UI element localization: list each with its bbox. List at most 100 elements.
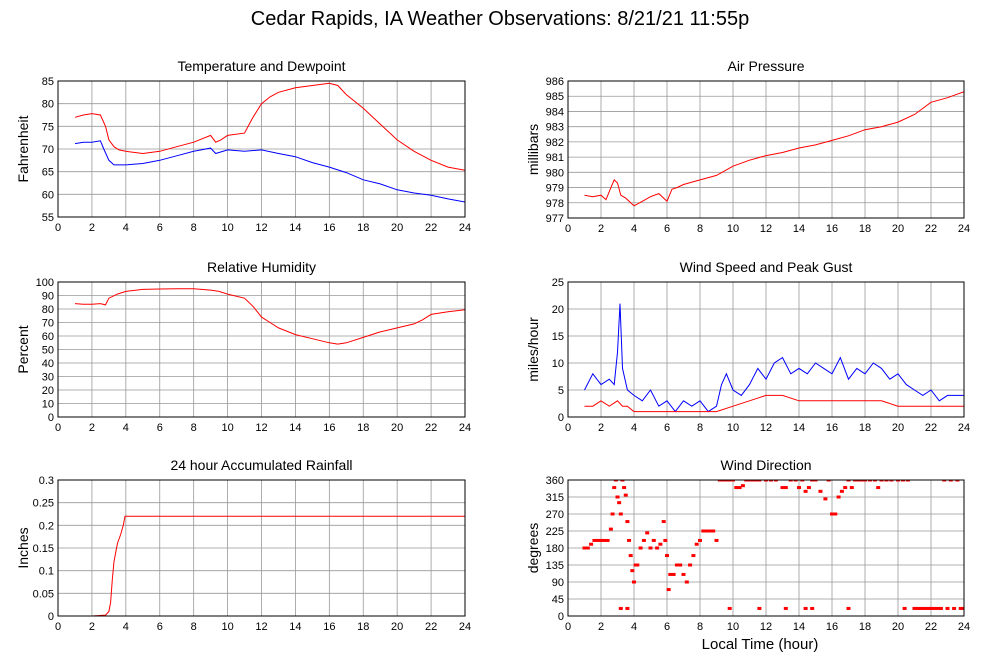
y-tick-label: 225 <box>546 526 564 538</box>
scatter-point <box>932 606 937 610</box>
scatter-point <box>678 563 683 567</box>
scatter-point <box>833 512 838 516</box>
scatter-point <box>731 480 735 482</box>
scatter-point <box>694 542 699 546</box>
scatter-point <box>935 606 940 610</box>
series-line-1 <box>584 91 964 207</box>
scatter-point <box>602 538 607 542</box>
x-tick-label: 18 <box>357 222 369 234</box>
x-tick-label: 18 <box>357 422 369 434</box>
scatter-point <box>618 512 623 516</box>
scatter-point <box>734 486 739 490</box>
y-tick-label: 15 <box>552 331 564 343</box>
y-tick-label: 983 <box>546 122 564 134</box>
scatter-point <box>872 480 877 482</box>
scatter-point <box>902 606 907 610</box>
y-tick-label: 80 <box>42 304 54 316</box>
scatter-point <box>929 606 933 610</box>
scatter-point <box>661 520 666 524</box>
x-tick-label: 12 <box>760 422 772 434</box>
scatter-point <box>922 606 927 610</box>
x-tick-label: 14 <box>793 621 805 633</box>
scatter-point <box>620 480 625 482</box>
y-tick-label: 55 <box>42 212 54 224</box>
y-tick-label: 270 <box>546 509 564 521</box>
page-title: Cedar Rapids, IA Weather Observations: 8… <box>250 8 750 30</box>
scatter-point <box>797 486 801 490</box>
scatter-point <box>615 495 620 499</box>
y-axis-label: millibars <box>525 124 541 175</box>
scatter-point <box>665 554 669 558</box>
scatter-point <box>648 546 653 550</box>
scatter-point <box>684 580 689 584</box>
scatter-point <box>595 538 600 542</box>
chart-title: Relative Humidity <box>207 259 316 275</box>
x-tick-label: 12 <box>255 222 267 234</box>
scatter-point <box>727 480 732 482</box>
x-tick-label: 2 <box>598 422 604 434</box>
scatter-point <box>962 606 964 610</box>
scatter-point <box>622 486 627 490</box>
scatter-point <box>740 484 745 488</box>
y-tick-label: 10 <box>42 399 54 411</box>
scatter-point <box>859 480 864 482</box>
plot-frame <box>567 80 965 219</box>
x-tick-label: 6 <box>664 223 670 235</box>
scatter-point <box>773 480 778 482</box>
scatter-point <box>846 480 851 482</box>
x-tick-label: 22 <box>425 621 437 633</box>
y-tick-label: 977 <box>546 213 564 225</box>
scatter-point <box>818 489 823 493</box>
plot-frame <box>57 281 466 418</box>
scatter-point <box>599 538 603 542</box>
x-tick-label: 22 <box>425 422 437 434</box>
y-tick-label: 5 <box>558 385 564 397</box>
scatter-point <box>747 480 752 482</box>
plot-frame <box>567 479 965 617</box>
scatter-point <box>925 606 930 610</box>
scatter-point <box>744 480 749 482</box>
x-tick-label: 4 <box>123 621 129 633</box>
scatter-point <box>582 546 587 550</box>
x-tick-label: 12 <box>760 223 772 235</box>
scatter-point <box>724 480 729 482</box>
scatter-point <box>958 606 963 610</box>
scatter-point <box>651 538 656 542</box>
scatter-point <box>800 480 805 482</box>
x-tick-label: 8 <box>191 621 197 633</box>
x-tick-label: 14 <box>289 621 301 633</box>
x-tick-label: 22 <box>425 222 437 234</box>
scatter-point <box>912 606 917 610</box>
chart-title: Wind Direction <box>720 457 811 473</box>
y-tick-label: 0.05 <box>33 588 54 600</box>
x-tick-label: 24 <box>459 422 471 434</box>
y-tick-label: 984 <box>546 106 564 118</box>
scatter-point <box>605 538 610 542</box>
scatter-point <box>625 606 630 610</box>
y-tick-label: 979 <box>546 183 564 195</box>
x-tick-label: 18 <box>357 621 369 633</box>
scatter-point <box>592 538 597 542</box>
scatter-point <box>889 480 894 482</box>
x-tick-label: 10 <box>221 621 233 633</box>
scatter-point <box>674 563 679 567</box>
y-tick-label: 135 <box>546 560 564 572</box>
y-tick-label: 45 <box>552 594 564 606</box>
scatter-point <box>839 489 844 493</box>
y-tick-label: 90 <box>552 577 564 589</box>
y-tick-label: 0.25 <box>33 498 54 510</box>
x-tick-label: 20 <box>892 422 904 434</box>
x-tick-label: 10 <box>221 422 233 434</box>
scatter-point <box>764 480 768 482</box>
scatter-point <box>608 527 613 531</box>
x-tick-label: 16 <box>323 621 335 633</box>
scatter-point <box>813 480 818 482</box>
scatter-point <box>627 538 632 542</box>
x-tick-label: 2 <box>89 422 95 434</box>
y-tick-label: 50 <box>42 345 54 357</box>
scatter-point <box>853 480 858 482</box>
